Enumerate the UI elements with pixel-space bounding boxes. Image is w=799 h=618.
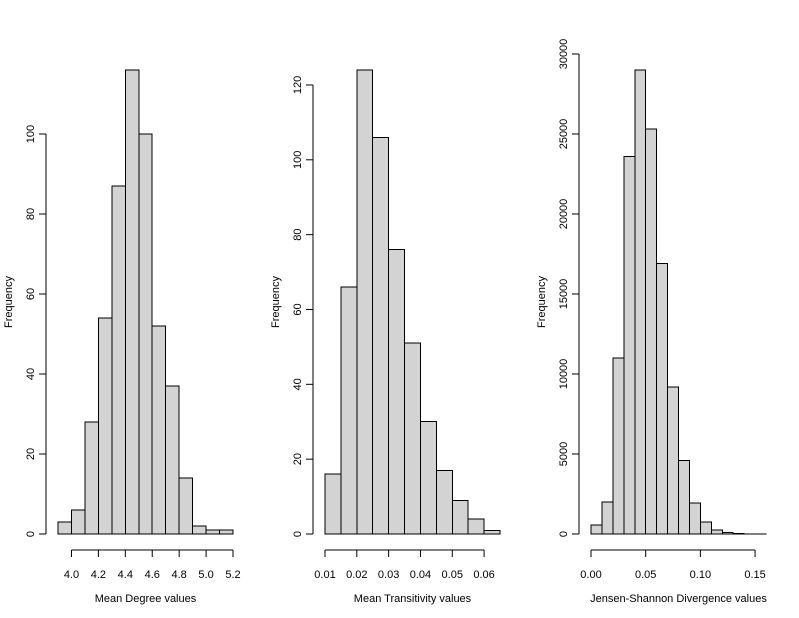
y-tick-label: 40 (25, 368, 37, 380)
x-tick-label: 0.01 (314, 569, 335, 581)
histogram-bar-jensen-shannon-10 (688, 502, 701, 535)
histogram-panel-jensen-shannon: 0.00 0.05 0.10 0.15 0 5000 10000 15000 20000 2500… (536, 39, 767, 605)
histogram-bar-mean-transitivity-4 (372, 136, 390, 535)
x-axis-title: Jensen-Shannon Divergence values (590, 593, 767, 605)
x-tick-label: 0.00 (580, 569, 601, 581)
histogram-bar-jensen-shannon-3 (612, 357, 625, 535)
histogram-bar-mean-transitivity-1 (324, 473, 342, 535)
y-tick-label: 60 (25, 288, 37, 300)
y-tick-label: 120 (292, 76, 304, 94)
x-tick-label: 4.0 (64, 569, 79, 581)
histogram-bar-jensen-shannon-5 (634, 69, 647, 535)
histogram-bar-mean-degree-6 (124, 69, 140, 535)
histogram-bar-mean-degree-8 (151, 325, 167, 535)
histogram-bar-mean-degree-4 (97, 317, 113, 535)
histogram-bar-jensen-shannon-8 (667, 386, 679, 535)
histogram-bar-mean-transitivity-3 (356, 69, 374, 535)
y-tick-label: 20 (25, 448, 37, 460)
histogram-bar-mean-transitivity-9 (451, 499, 469, 535)
histogram-bar-jensen-shannon-1 (590, 524, 603, 535)
x-tick-label: 0.05 (635, 569, 656, 581)
histogram-bar-jensen-shannon-9 (678, 459, 690, 535)
x-tick-label: 5.2 (225, 569, 240, 581)
histogram-bar-mean-degree-12 (205, 529, 221, 535)
x-tick-label: 4.8 (172, 569, 187, 581)
y-axis-title: Frequency (3, 276, 15, 328)
histogram-bar-jensen-shannon-12 (710, 529, 723, 535)
x-tick-label: 0.04 (410, 569, 431, 581)
x-tick-label: 0.15 (744, 569, 765, 581)
x-tick-label: 0.03 (378, 569, 399, 581)
y-tick-label: 80 (25, 208, 37, 220)
histogram-bar-mean-degree-2 (70, 509, 86, 535)
histogram-bar-mean-transitivity-10 (467, 518, 485, 535)
histogram-bar-jensen-shannon-2 (601, 501, 614, 535)
x-tick-label: 0.05 (442, 569, 463, 581)
y-tick-label: 100 (25, 125, 37, 143)
y-tick-label: 0 (558, 531, 570, 537)
histogram-panel-mean-transitivity: 0.01 0.02 0.03 0.04 0.05 0.06 0 20 40 60 80 100 120 M… (270, 69, 501, 605)
y-tick-label: 80 (292, 229, 304, 241)
histogram-bar-jensen-shannon-7 (656, 263, 669, 535)
y-tick-label: 100 (292, 151, 304, 169)
histogram-panel-mean-degree: 4.0 4.2 4.4 4.6 4.8 5.0 5.2 0 20 40 60 80 100 Mean De… (3, 69, 241, 605)
histogram-bar-jensen-shannon-13 (721, 532, 734, 535)
x-tick-label: 0.10 (690, 569, 711, 581)
x-tick-label: 5.0 (198, 569, 213, 581)
x-axis-title: Mean Degree values (95, 593, 197, 605)
histogram-bar-mean-degree-5 (111, 185, 126, 535)
y-tick-label: 20000 (558, 199, 570, 230)
histogram-bar-jensen-shannon-6 (645, 128, 658, 535)
y-tick-label: 30000 (558, 39, 570, 70)
x-tick-label: 4.6 (145, 569, 160, 581)
histogram-bar-mean-transitivity-11 (483, 529, 501, 535)
y-axis-title: Frequency (536, 276, 548, 328)
histogram-bar-mean-degree-11 (192, 525, 207, 535)
y-tick-label: 15000 (558, 279, 570, 310)
histogram-bar-mean-transitivity-2 (340, 286, 358, 535)
histogram-bar-mean-degree-13 (219, 529, 234, 535)
y-tick-label: 0 (25, 531, 37, 537)
x-tick-label: 0.02 (346, 569, 367, 581)
y-tick-label: 60 (292, 303, 304, 315)
histogram-bar-mean-degree-1 (57, 521, 72, 535)
histogram-bar-mean-transitivity-8 (435, 469, 453, 535)
y-tick-label: 25000 (558, 119, 570, 150)
histogram-bar-mean-degree-10 (178, 477, 194, 535)
y-tick-label: 20 (292, 453, 304, 465)
histogram-bar-mean-transitivity-6 (404, 342, 421, 535)
y-tick-label: 0 (292, 531, 304, 537)
x-tick-label: 4.4 (118, 569, 133, 581)
y-tick-label: 40 (292, 378, 304, 390)
y-tick-label: 5000 (558, 442, 570, 466)
histogram-bar-jensen-shannon-11 (699, 521, 712, 535)
y-axis-title: Frequency (270, 276, 282, 328)
histogram-bar-mean-transitivity-7 (419, 421, 437, 535)
x-tick-label: 0.06 (473, 569, 494, 581)
histogram-bar-mean-degree-3 (84, 421, 99, 535)
histogram-bar-mean-degree-7 (138, 133, 153, 535)
histogram-bar-mean-degree-9 (165, 385, 180, 535)
x-axis-title: Mean Transitivity values (354, 593, 472, 605)
histogram-bar-mean-transitivity-5 (388, 249, 406, 535)
x-tick-label: 4.2 (91, 569, 106, 581)
histogram-bar-jensen-shannon-4 (623, 155, 636, 535)
y-tick-label: 10000 (558, 359, 570, 390)
